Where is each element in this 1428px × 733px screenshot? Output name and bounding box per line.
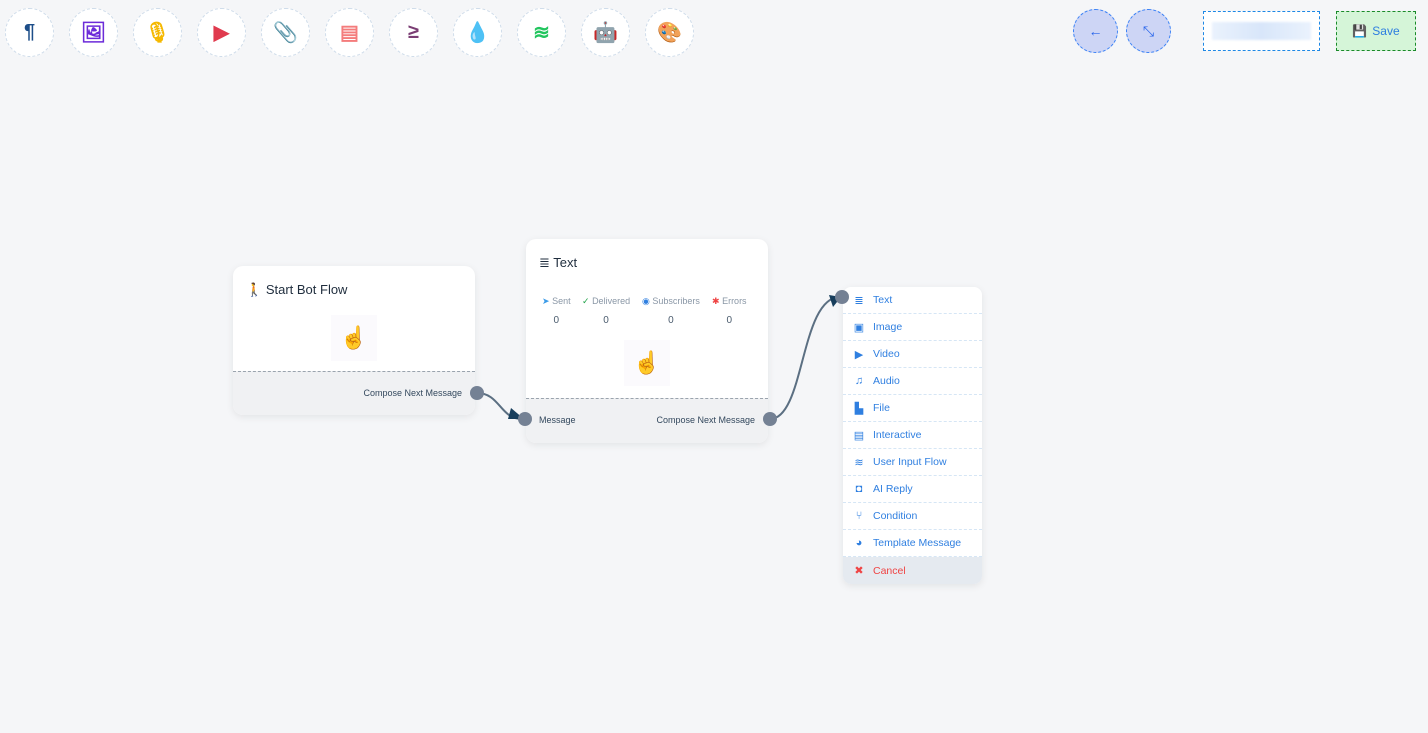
toolbar-button-stack-overflow[interactable]: ≋: [517, 8, 566, 57]
text-input-port[interactable]: [518, 412, 532, 426]
menu-item-label: File: [873, 402, 890, 414]
robot-icon: 🤖: [593, 22, 618, 44]
node-title: Text: [553, 255, 578, 270]
toolbar-button-paragraph[interactable]: ¶: [5, 8, 54, 57]
text-node[interactable]: ≣ Text ➤ Sent 0 ✓ Delivered 0 ◉ Subscribers 0…: [526, 239, 768, 443]
menu-item-label: Condition: [873, 510, 918, 522]
menu-item-file[interactable]: ▙ File: [843, 395, 982, 422]
menu-item-image[interactable]: ▣ Image: [843, 314, 982, 341]
image-icon: 🖼: [80, 22, 107, 44]
back-button[interactable]: ←: [1073, 9, 1118, 53]
connection-text-to-menu: [769, 296, 841, 420]
output-port-label: Compose Next Message: [656, 415, 755, 425]
youtube-icon: ▶: [213, 22, 230, 44]
menu-item-label: Image: [873, 321, 903, 333]
newspaper-icon: ▤: [340, 22, 359, 44]
toolbar-button-microphone[interactable]: 🎙: [133, 8, 182, 57]
menu-item-interactive[interactable]: ▤ Interactive: [843, 422, 982, 449]
toolbar-button-paperclip[interactable]: 📎: [261, 8, 310, 57]
menu-item-ai-reply[interactable]: ◘ AI Reply: [843, 476, 982, 503]
hand-pointer-icon: ☝: [331, 315, 377, 361]
menu-item-label: Cancel: [873, 564, 906, 577]
toolbar-button-droplet[interactable]: 💧: [453, 8, 502, 57]
stat-value: 0: [553, 315, 560, 326]
menu-item-text[interactable]: ≣ Text: [843, 287, 982, 314]
microphone-icon: 🎙: [144, 22, 171, 44]
music-icon: ♫: [854, 375, 864, 387]
stat-label: Sent: [552, 296, 571, 306]
menu-item-label: Interactive: [873, 429, 922, 441]
list-icon: ≣: [854, 294, 864, 307]
palette-icon: ◕: [855, 537, 863, 549]
image-icon: ▣: [853, 321, 865, 334]
menu-item-video[interactable]: ▶ Video: [843, 341, 982, 368]
stat-delivered: ✓ Delivered 0: [582, 296, 630, 326]
code-branch-icon: ⑂: [855, 510, 863, 522]
input-port-label: Message: [539, 415, 576, 425]
toolbar-button-newspaper[interactable]: ▤: [325, 8, 374, 57]
menu-item-user-input-flow[interactable]: ≋ User Input Flow: [843, 449, 982, 476]
menu-item-label: AI Reply: [873, 483, 913, 495]
check-circle-icon: ✓: [582, 296, 590, 306]
start-bot-flow-node[interactable]: 🚶 Start Bot Flow ☝ Compose Next Message: [233, 266, 475, 415]
menu-item-label: Text: [873, 294, 893, 306]
toolbar-button-palette[interactable]: 🎨: [645, 8, 694, 57]
menu-item-label: Video: [873, 348, 900, 360]
fit-view-button[interactable]: ⤡: [1126, 9, 1171, 53]
stat-label: Delivered: [592, 296, 631, 306]
stack-icon: ≋: [854, 456, 864, 469]
add-node-menu: ≣ Text ▣ Image ▶ Video ♫ Audio ▙ File ▤ Interactive…: [843, 287, 982, 584]
running-person-icon: 🚶: [246, 282, 263, 297]
save-label: Save: [1372, 24, 1400, 38]
save-button[interactable]: 💾 Save: [1336, 11, 1416, 51]
menu-item-audio[interactable]: ♫ Audio: [843, 368, 982, 395]
stat-label: Subscribers: [652, 296, 700, 306]
bug-icon: ✱: [712, 296, 720, 306]
menu-item-condition[interactable]: ⑂ Condition: [843, 503, 982, 530]
greater-equal-icon: ≥: [408, 21, 419, 43]
menu-item-template-message[interactable]: ◕ Template Message: [843, 530, 982, 557]
paperclip-icon: 📎: [273, 22, 298, 44]
stat-errors: ✱ Errors 0: [712, 296, 747, 326]
text-output-port[interactable]: [763, 412, 777, 426]
close-circle-icon: ✖: [854, 565, 864, 577]
user-circle-icon: ◉: [642, 296, 650, 306]
menu-item-cancel[interactable]: ✖ Cancel: [843, 557, 982, 584]
stack-overflow-icon: ≋: [533, 22, 550, 44]
paper-plane-icon: ➤: [542, 296, 550, 306]
stat-subscribers: ◉ Subscribers 0: [642, 296, 700, 326]
menu-item-label: User Input Flow: [873, 456, 947, 468]
newspaper-icon: ▤: [853, 429, 865, 442]
output-port-label: Compose Next Message: [363, 388, 462, 398]
paragraph-icon: ¶: [23, 21, 36, 43]
toolbar-button-greater-equal[interactable]: ≥: [389, 8, 438, 57]
droplet-icon: 💧: [465, 22, 490, 44]
stat-value: 0: [668, 315, 674, 326]
list-icon: ≣: [539, 255, 550, 270]
youtube-icon: ▶: [854, 348, 864, 361]
toolbar-button-image[interactable]: 🖼: [69, 8, 118, 57]
save-icon: 💾: [1352, 24, 1368, 38]
palette-icon: 🎨: [657, 22, 682, 44]
toolbar-button-youtube[interactable]: ▶: [197, 8, 246, 57]
menu-item-label: Audio: [873, 375, 900, 387]
hand-pointer-icon: ☝: [624, 340, 670, 386]
robot-icon: ◘: [855, 483, 863, 495]
stat-sent: ➤ Sent 0: [542, 296, 571, 326]
toolbar-button-robot[interactable]: 🤖: [581, 8, 630, 57]
stat-label: Errors: [722, 296, 747, 306]
compress-icon: ⤡: [1142, 22, 1155, 39]
stat-value: 0: [726, 315, 733, 326]
node-title: Start Bot Flow: [265, 282, 348, 297]
file-pdf-icon: ▙: [854, 402, 864, 415]
arrow-left-icon: ←: [1088, 23, 1103, 39]
menu-item-label: Template Message: [873, 537, 962, 549]
start-output-port[interactable]: [470, 386, 484, 400]
stat-value: 0: [603, 315, 609, 326]
menu-input-port[interactable]: [835, 290, 849, 304]
flow-name-input[interactable]: [1203, 11, 1320, 51]
